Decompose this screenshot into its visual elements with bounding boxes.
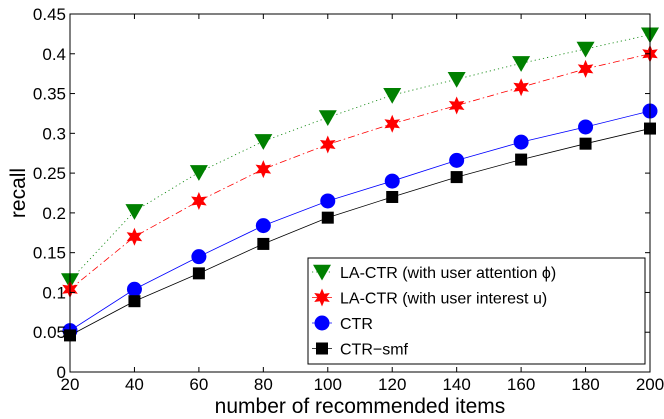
y-axis-title: recall [7,168,30,218]
series-2-point-6 [449,152,465,168]
series-0-point-2 [189,165,208,181]
legend-marker-2 [314,315,330,331]
series-0-point-3 [254,134,273,150]
legend-label-0: LA-CTR (with user attention ϕ) [340,265,556,282]
series-1-point-5 [384,114,401,133]
series-1-point-4 [319,135,336,154]
series-1-point-3 [255,160,272,179]
y-tick-label-3: 0.15 [33,244,66,263]
y-tick-label-4: 0.2 [42,204,66,223]
plot-frame [69,13,651,373]
series-3-point-6 [450,171,463,184]
series-3-point-8 [579,137,592,150]
ticks-layer: 20 40 60 80 100 120 140 160 180 200 0 0.05 0.1 0.15 0.… [33,5,664,394]
series-1-point-2 [191,191,207,210]
y-tick-label-6: 0.3 [42,124,66,143]
series-1-point-8 [577,59,594,78]
x-tick-label-60: 60 [189,375,208,394]
x-tick-label-80: 80 [254,375,273,394]
series-2-point-3 [255,218,271,234]
x-axis-title: number of recommended items [215,395,506,418]
y-tick-label-9: 0.45 [33,5,66,24]
x-tick-label-180: 180 [571,375,599,394]
legend-marker-0 [313,264,331,281]
series-1-point-7 [513,78,529,97]
legend-marker-1 [314,288,330,307]
series-1-point-1 [126,227,143,246]
series-2-point-7 [513,134,529,150]
series-2-point-1 [126,281,142,297]
series-2 [62,103,658,339]
x-tick-label-160: 160 [507,375,535,394]
legend-box [307,257,646,365]
series-0 [61,27,659,290]
series-2-point-4 [320,193,336,209]
x-tick-label-120: 120 [378,375,406,394]
series-2-point-8 [578,119,594,135]
legend-label-2: CTR [340,316,373,333]
series-3-point-2 [192,267,205,280]
series-3-point-1 [128,295,141,308]
legend-marker-3 [316,342,328,355]
series-line-2 [69,110,651,331]
y-tick-label-1: 0.05 [33,323,66,342]
series-2-point-5 [384,173,400,189]
y-tick-label-0: 0 [57,363,66,382]
series-2-point-2 [191,249,207,265]
legend-entries: LA-CTR (with user attention ϕ) LA-CTR (wi… [312,264,556,359]
y-tick-label-5: 0.25 [33,164,66,183]
x-tick-label-100: 100 [314,375,342,394]
legend: LA-CTR (with user attention ϕ) LA-CTR (wi… [307,257,646,365]
x-tick-label-140: 140 [442,375,470,394]
x-tick-label-40: 40 [125,375,144,394]
y-tick-label-8: 0.4 [42,45,66,64]
series-0-point-4 [318,110,337,126]
series-3-point-3 [257,237,270,250]
series-0-point-5 [383,87,402,104]
series-line-3 [69,128,651,336]
series-0-point-6 [447,72,466,88]
series-1-point-6 [448,96,465,115]
series-3-point-5 [386,190,399,203]
x-tick-label-200: 200 [636,375,664,394]
series-0-point-7 [512,56,531,72]
y-tick-label-2: 0.1 [42,283,66,302]
series-0-point-8 [576,41,595,58]
legend-label-3: CTR−smf [340,342,409,359]
series-line-1 [69,53,651,290]
x-tick-label-20: 20 [61,375,80,394]
series-0-point-1 [125,204,144,220]
series-3-point-4 [321,211,334,224]
series-3-point-7 [515,153,528,166]
legend-label-1: LA-CTR (with user interest u) [340,291,547,308]
y-tick-label-7: 0.35 [33,85,66,104]
series-3 [64,122,656,342]
